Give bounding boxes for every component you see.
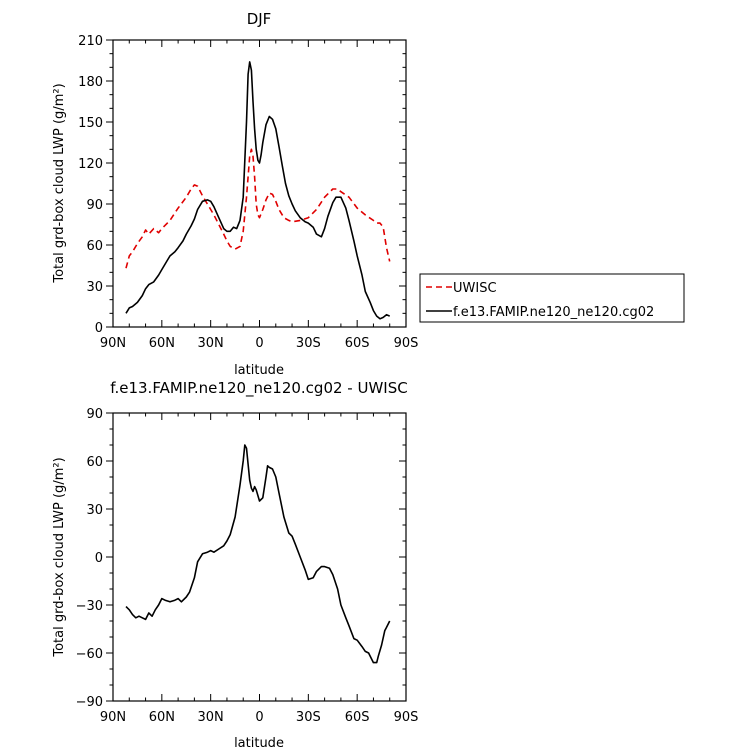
top-xtick-label: 30N bbox=[198, 336, 224, 351]
bottom-ytick-label: −90 bbox=[76, 695, 103, 710]
bottom-panel: f.e13.FAMIP.ne120_ne120.cg02 - UWISC 90N… bbox=[52, 379, 418, 751]
top-panel: DJF 90N 60N 30N 0 30S 60S 90S 0 30 60 90 120 150 180 2… bbox=[52, 10, 685, 378]
bottom-plot-frame bbox=[112, 412, 407, 702]
bottom-xtick-label: 90N bbox=[100, 710, 126, 725]
top-ytick-label: 150 bbox=[78, 116, 103, 131]
bottom-axis-ticks: 90N 60N 30N 0 30S 60S 90S −90 −60 −30 0 30 60 90 bbox=[76, 407, 419, 725]
bottom-xtick-label: 90S bbox=[394, 710, 419, 725]
bottom-ytick-label: 30 bbox=[86, 503, 103, 518]
legend-label-uwisc: UWISC bbox=[453, 281, 497, 296]
bottom-xtick-label: 60N bbox=[149, 710, 175, 725]
top-series-line-0 bbox=[125, 148, 391, 269]
top-ytick-label: 120 bbox=[78, 157, 103, 172]
top-ytick-label: 60 bbox=[86, 239, 103, 254]
top-ytick-label: 30 bbox=[86, 280, 103, 295]
bottom-x-axis-label: latitude bbox=[234, 736, 284, 751]
bottom-xtick-label: 30S bbox=[296, 710, 321, 725]
bottom-xtick-label: 30N bbox=[198, 710, 224, 725]
bottom-ytick-label: −30 bbox=[76, 599, 103, 614]
top-xtick-label: 90N bbox=[100, 336, 126, 351]
legend-label-model: f.e13.FAMIP.ne120_ne120.cg02 bbox=[453, 305, 654, 320]
top-axis-ticks: 90N 60N 30N 0 30S 60S 90S 0 30 60 90 120 150 180 210 bbox=[78, 34, 418, 351]
top-xtick-label: 60S bbox=[345, 336, 370, 351]
bottom-y-axis-label: Total grd-box cloud LWP (g/m²) bbox=[52, 457, 67, 657]
top-x-axis-label: latitude bbox=[234, 363, 284, 378]
top-y-axis-label: Total grd-box cloud LWP (g/m²) bbox=[52, 83, 67, 283]
bottom-chart-title: f.e13.FAMIP.ne120_ne120.cg02 - UWISC bbox=[110, 379, 407, 398]
top-xtick-label: 30S bbox=[296, 336, 321, 351]
bottom-ytick-label: −60 bbox=[76, 647, 103, 662]
top-xtick-label: 60N bbox=[149, 336, 175, 351]
top-ytick-label: 0 bbox=[95, 321, 103, 336]
top-ytick-label: 180 bbox=[78, 75, 103, 90]
legend: UWISC f.e13.FAMIP.ne120_ne120.cg02 bbox=[419, 273, 685, 323]
top-series-line-1 bbox=[125, 61, 391, 320]
bottom-series-line-0 bbox=[125, 444, 391, 664]
top-chart-title: DJF bbox=[247, 10, 272, 28]
bottom-ytick-label: 60 bbox=[86, 455, 103, 470]
legend-box bbox=[419, 273, 685, 323]
bottom-series-layer bbox=[125, 444, 391, 664]
top-xtick-label: 0 bbox=[255, 336, 263, 351]
bottom-ytick-label: 90 bbox=[86, 407, 103, 422]
top-series-layer bbox=[125, 61, 391, 320]
top-plot-frame bbox=[112, 39, 407, 328]
bottom-ytick-label: 0 bbox=[95, 551, 103, 566]
top-ytick-label: 90 bbox=[86, 198, 103, 213]
top-xtick-label: 90S bbox=[394, 336, 419, 351]
top-ytick-label: 210 bbox=[78, 34, 103, 49]
bottom-xtick-label: 0 bbox=[255, 710, 263, 725]
bottom-xtick-label: 60S bbox=[345, 710, 370, 725]
